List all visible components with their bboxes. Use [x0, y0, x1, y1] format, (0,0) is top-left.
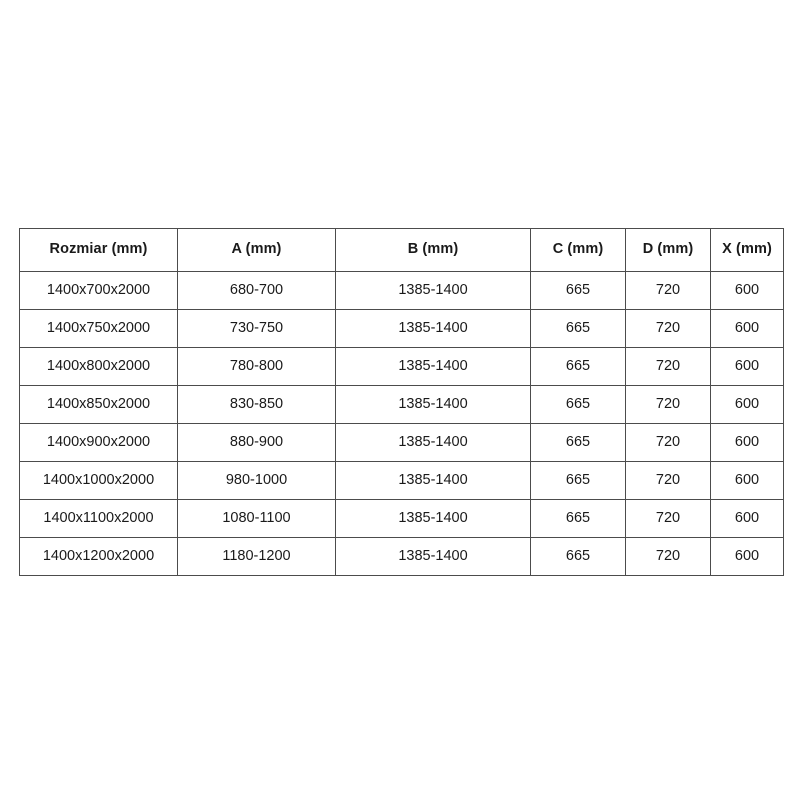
cell-c: 665 — [530, 461, 626, 500]
cell-b: 1385-1400 — [335, 537, 531, 576]
cell-x: 600 — [710, 423, 784, 462]
cell-d: 720 — [625, 499, 711, 538]
cell-size: 1400x800x2000 — [19, 347, 178, 386]
cell-b: 1385-1400 — [335, 461, 531, 500]
cell-a: 830-850 — [177, 385, 336, 424]
cell-b: 1385-1400 — [335, 499, 531, 538]
column-header-size: Rozmiar (mm) — [19, 228, 178, 272]
column-header-c: C (mm) — [530, 228, 626, 272]
table-row: 1400x1200x2000 1180-1200 1385-1400 665 7… — [19, 537, 784, 576]
cell-size: 1400x750x2000 — [19, 309, 178, 348]
table-row: 1400x750x2000 730-750 1385-1400 665 720 … — [19, 309, 784, 348]
table-row: 1400x800x2000 780-800 1385-1400 665 720 … — [19, 347, 784, 386]
table-row: 1400x900x2000 880-900 1385-1400 665 720 … — [19, 423, 784, 462]
cell-x: 600 — [710, 347, 784, 386]
cell-d: 720 — [625, 271, 711, 310]
column-header-b: B (mm) — [335, 228, 531, 272]
cell-size: 1400x700x2000 — [19, 271, 178, 310]
specification-table: Rozmiar (mm) A (mm) B (mm) C (mm) D (mm)… — [19, 228, 784, 576]
cell-c: 665 — [530, 423, 626, 462]
cell-x: 600 — [710, 537, 784, 576]
cell-a: 880-900 — [177, 423, 336, 462]
cell-b: 1385-1400 — [335, 385, 531, 424]
cell-c: 665 — [530, 537, 626, 576]
cell-d: 720 — [625, 309, 711, 348]
table-body: 1400x700x2000 680-700 1385-1400 665 720 … — [19, 271, 784, 576]
cell-x: 600 — [710, 309, 784, 348]
cell-d: 720 — [625, 423, 711, 462]
cell-d: 720 — [625, 461, 711, 500]
cell-size: 1400x1000x2000 — [19, 461, 178, 500]
cell-c: 665 — [530, 499, 626, 538]
cell-x: 600 — [710, 385, 784, 424]
table-row: 1400x1000x2000 980-1000 1385-1400 665 72… — [19, 461, 784, 500]
cell-c: 665 — [530, 309, 626, 348]
table-row: 1400x700x2000 680-700 1385-1400 665 720 … — [19, 271, 784, 310]
cell-b: 1385-1400 — [335, 423, 531, 462]
cell-b: 1385-1400 — [335, 309, 531, 348]
cell-size: 1400x1100x2000 — [19, 499, 178, 538]
cell-a: 980-1000 — [177, 461, 336, 500]
cell-b: 1385-1400 — [335, 271, 531, 310]
cell-d: 720 — [625, 347, 711, 386]
cell-b: 1385-1400 — [335, 347, 531, 386]
table-row: 1400x1100x2000 1080-1100 1385-1400 665 7… — [19, 499, 784, 538]
cell-d: 720 — [625, 385, 711, 424]
cell-size: 1400x850x2000 — [19, 385, 178, 424]
cell-a: 1180-1200 — [177, 537, 336, 576]
cell-a: 1080-1100 — [177, 499, 336, 538]
cell-a: 780-800 — [177, 347, 336, 386]
cell-c: 665 — [530, 385, 626, 424]
cell-x: 600 — [710, 461, 784, 500]
table-header: Rozmiar (mm) A (mm) B (mm) C (mm) D (mm)… — [19, 228, 784, 272]
cell-size: 1400x1200x2000 — [19, 537, 178, 576]
column-header-x: X (mm) — [710, 228, 784, 272]
specification-table-container: Rozmiar (mm) A (mm) B (mm) C (mm) D (mm)… — [19, 228, 784, 576]
cell-x: 600 — [710, 499, 784, 538]
column-header-a: A (mm) — [177, 228, 336, 272]
cell-d: 720 — [625, 537, 711, 576]
cell-a: 680-700 — [177, 271, 336, 310]
cell-size: 1400x900x2000 — [19, 423, 178, 462]
table-row: 1400x850x2000 830-850 1385-1400 665 720 … — [19, 385, 784, 424]
table-header-row: Rozmiar (mm) A (mm) B (mm) C (mm) D (mm)… — [19, 228, 784, 272]
column-header-d: D (mm) — [625, 228, 711, 272]
cell-c: 665 — [530, 347, 626, 386]
cell-c: 665 — [530, 271, 626, 310]
cell-x: 600 — [710, 271, 784, 310]
cell-a: 730-750 — [177, 309, 336, 348]
